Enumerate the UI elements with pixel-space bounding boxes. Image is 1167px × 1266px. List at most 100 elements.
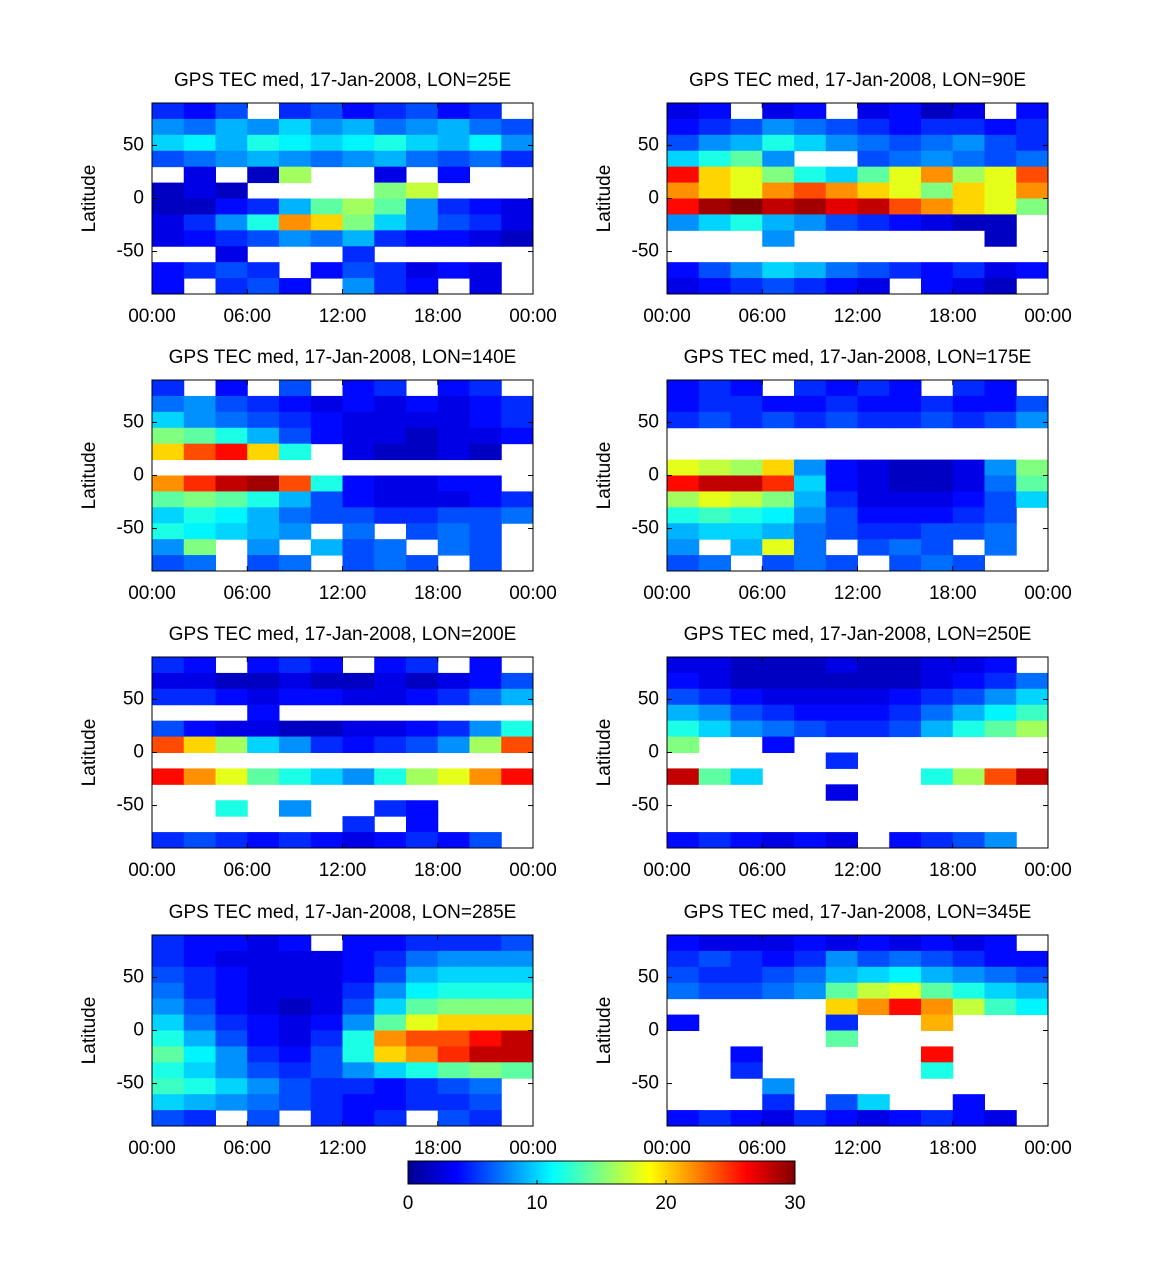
cell [921, 134, 954, 152]
cell [698, 966, 731, 984]
x-tick-label: 00:00 [509, 1138, 557, 1159]
x-tick-label: 00:00 [1024, 1138, 1072, 1159]
cell [469, 688, 502, 706]
cell [889, 475, 922, 492]
cell [374, 262, 407, 279]
x-tick-label: 00:00 [1024, 860, 1072, 881]
cell [374, 1030, 407, 1047]
cell [406, 134, 439, 152]
x-tick-label: 18:00 [929, 1138, 977, 1159]
cell [762, 507, 795, 524]
cell [183, 1046, 216, 1063]
cell [215, 720, 248, 738]
cell [152, 230, 185, 247]
cell [698, 491, 731, 508]
cell [921, 395, 954, 413]
cell [762, 736, 795, 753]
cell [667, 736, 700, 753]
cell [501, 1030, 534, 1047]
cell [501, 1046, 534, 1063]
cell [437, 523, 470, 540]
cell [984, 278, 1017, 295]
cell [889, 262, 922, 279]
cell [310, 720, 343, 738]
cell [889, 982, 922, 1000]
cell [215, 134, 248, 152]
cell [469, 214, 502, 231]
cell [857, 720, 890, 738]
cell [342, 443, 375, 461]
cell [469, 475, 502, 492]
cell [762, 491, 795, 508]
cell [152, 832, 185, 849]
cell [794, 198, 827, 215]
cell [889, 182, 922, 199]
cell [921, 657, 954, 674]
cell [310, 768, 343, 785]
cell [152, 966, 185, 984]
x-tick-label: 06:00 [738, 860, 786, 881]
cell [501, 230, 534, 247]
cell [762, 672, 795, 690]
cell [342, 523, 375, 540]
cell [921, 950, 954, 968]
cell [984, 507, 1017, 524]
cell [762, 555, 795, 572]
cell [247, 491, 280, 508]
cell [857, 507, 890, 524]
cell [469, 443, 502, 461]
cell [437, 214, 470, 231]
cell [667, 950, 700, 968]
cell [215, 103, 248, 120]
cell [825, 704, 858, 722]
chart-title: GPS TEC med, 17-Jan-2008, LON=25E [174, 70, 511, 91]
cell [437, 427, 470, 445]
x-tick-label: 12:00 [834, 860, 882, 881]
cell [374, 672, 407, 690]
cell [667, 935, 700, 952]
cell [984, 1110, 1017, 1127]
cell [247, 950, 280, 968]
cell [698, 278, 731, 295]
cell [374, 720, 407, 738]
cell [183, 982, 216, 1000]
x-tick-label: 00:00 [643, 1138, 691, 1159]
cell [730, 704, 763, 722]
cell [279, 278, 312, 295]
cell [1016, 166, 1049, 184]
cell [501, 966, 534, 984]
cell [437, 230, 470, 247]
cell [762, 966, 795, 984]
cell [183, 411, 216, 429]
cell [469, 720, 502, 738]
cell [437, 720, 470, 738]
cell [152, 262, 185, 279]
cell [730, 262, 763, 279]
cell [437, 166, 470, 184]
cell [469, 507, 502, 524]
cell [794, 832, 827, 849]
cell [667, 182, 700, 199]
cell [1016, 198, 1049, 215]
cell [921, 214, 954, 231]
y-tick-label: 0 [648, 465, 659, 486]
cell [794, 166, 827, 184]
cell [310, 1110, 343, 1127]
cell [794, 118, 827, 136]
y-tick-label: 0 [133, 465, 144, 486]
cell [794, 103, 827, 120]
x-tick-label: 18:00 [414, 860, 462, 881]
x-tick-label: 00:00 [128, 583, 176, 604]
cell [247, 278, 280, 295]
cell [825, 998, 858, 1016]
cell [279, 736, 312, 753]
cell [825, 1094, 858, 1111]
cell [857, 182, 890, 199]
cell [889, 720, 922, 738]
cell [825, 395, 858, 413]
cell [952, 704, 985, 722]
cell [921, 704, 954, 722]
cell [501, 427, 534, 445]
cell [952, 411, 985, 429]
cell [952, 118, 985, 136]
